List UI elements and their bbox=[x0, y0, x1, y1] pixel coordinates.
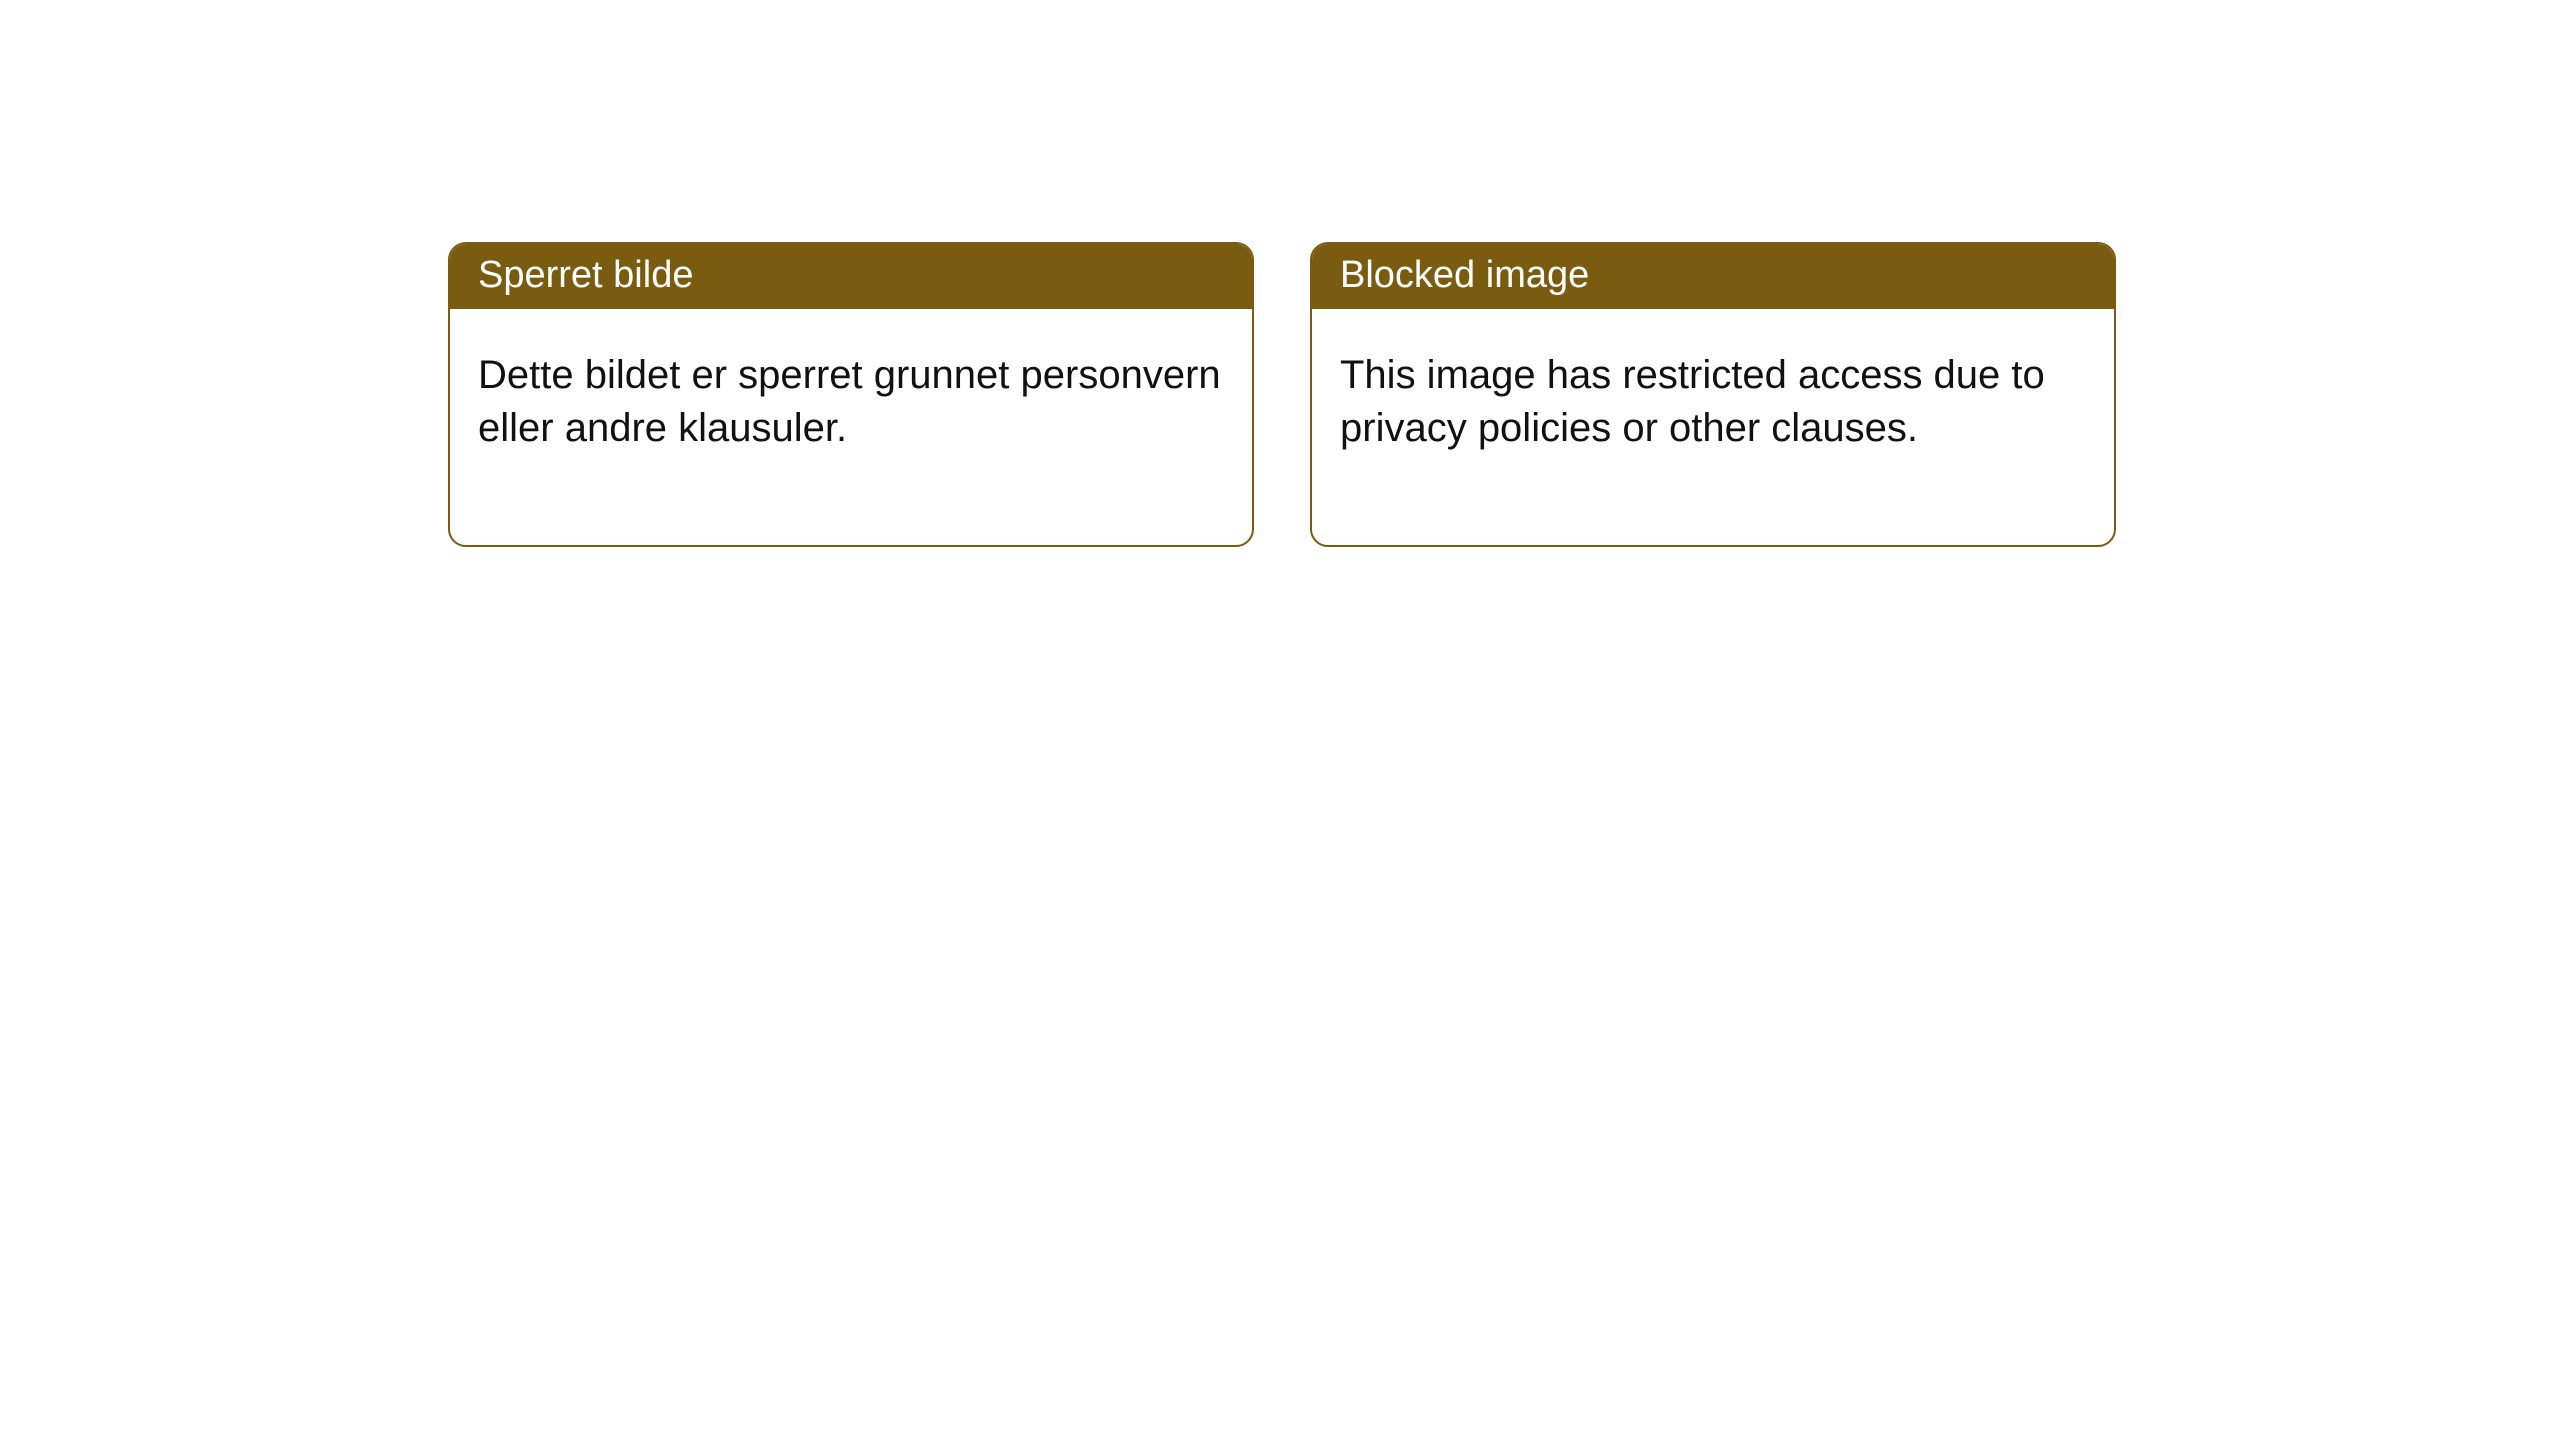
card-title-no: Sperret bilde bbox=[450, 244, 1252, 309]
notice-container: Sperret bilde Dette bildet er sperret gr… bbox=[0, 0, 2560, 547]
card-body-no: Dette bildet er sperret grunnet personve… bbox=[450, 309, 1252, 545]
card-body-en: This image has restricted access due to … bbox=[1312, 309, 2114, 545]
card-title-en: Blocked image bbox=[1312, 244, 2114, 309]
blocked-image-card-no: Sperret bilde Dette bildet er sperret gr… bbox=[448, 242, 1254, 547]
blocked-image-card-en: Blocked image This image has restricted … bbox=[1310, 242, 2116, 547]
